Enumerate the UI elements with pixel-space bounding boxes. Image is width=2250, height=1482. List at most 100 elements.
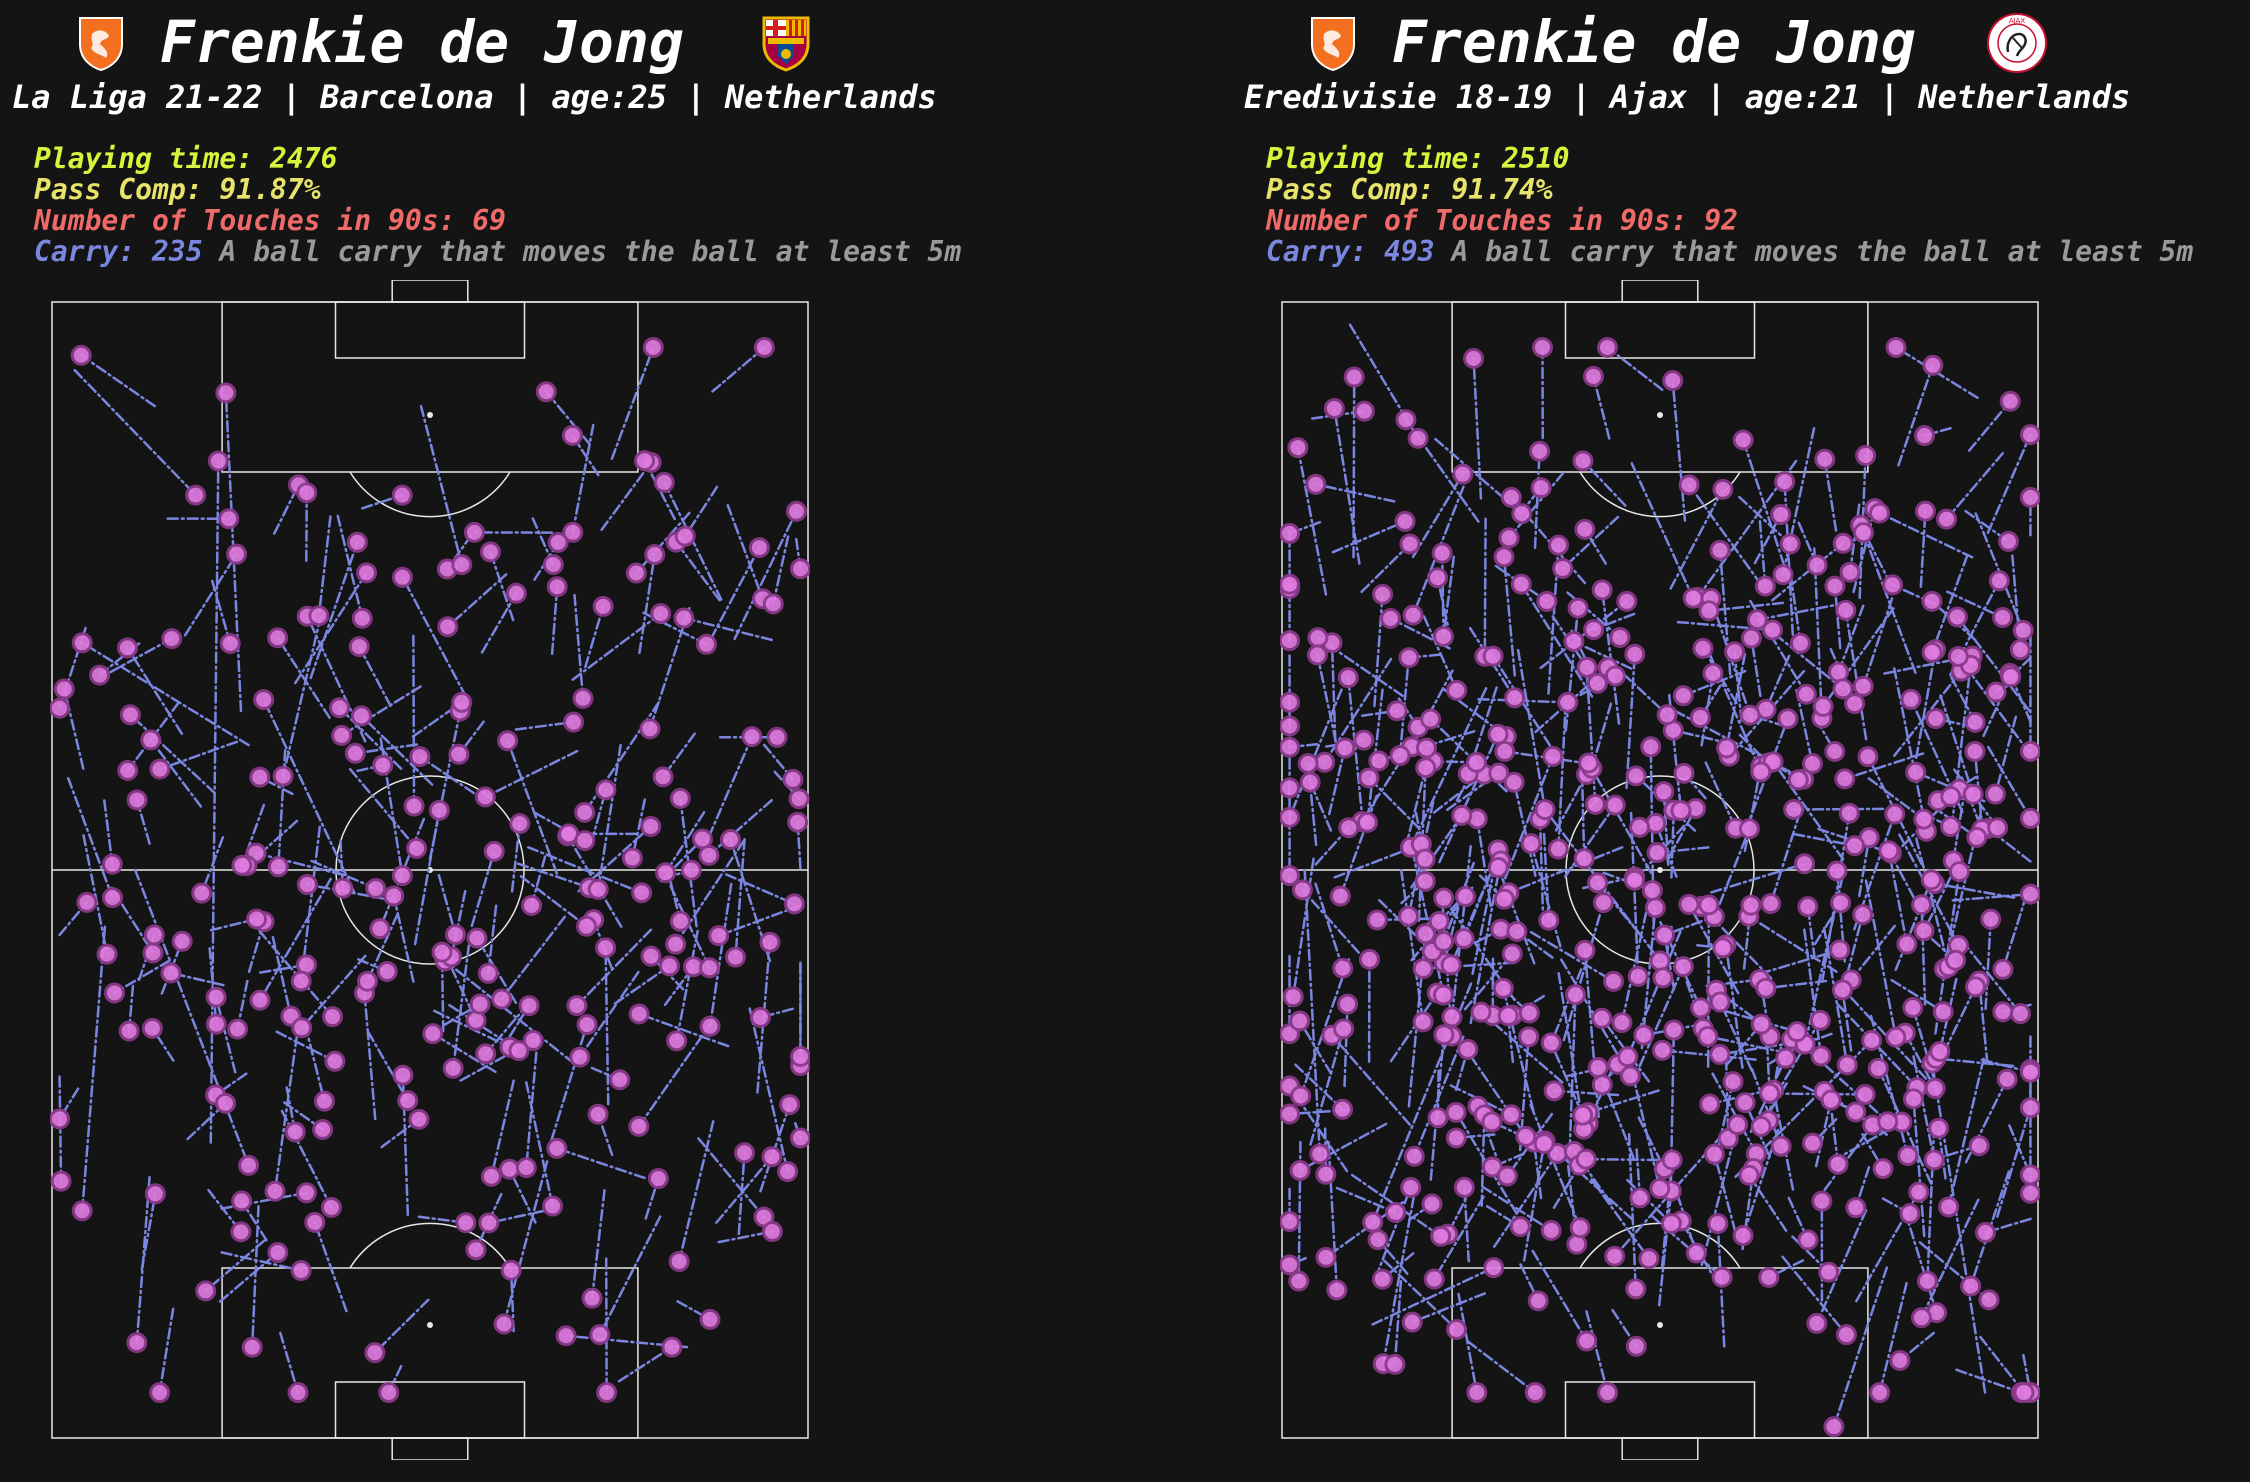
carry-end-point <box>1806 554 1828 576</box>
carry-end-point <box>1384 1353 1406 1375</box>
carry-end-point <box>1692 637 1714 659</box>
carry-end-point <box>1305 473 1327 495</box>
carry-end-point <box>392 1064 414 1086</box>
carry-line <box>428 709 462 860</box>
carry-end-point <box>708 925 730 947</box>
carry-line <box>285 1086 297 1134</box>
carry-line <box>1832 1266 1889 1428</box>
carry-end-point <box>1603 970 1625 992</box>
carry-end-point <box>669 910 691 932</box>
carry-end-point <box>1910 1307 1932 1329</box>
carry-end-point <box>666 1030 688 1052</box>
carry-line <box>336 514 364 620</box>
carry-end-point <box>1372 583 1394 605</box>
carry-end-point <box>2000 666 2022 688</box>
carry-end-point <box>595 937 617 959</box>
carry-end-point <box>625 562 647 584</box>
carry-end-point <box>1689 706 1711 728</box>
carry-line <box>1455 1133 1496 1140</box>
carry-end-point <box>1698 894 1720 916</box>
carry-end-point <box>474 786 496 808</box>
carry-line <box>73 368 197 497</box>
carry-line <box>1986 433 2032 534</box>
carry-line <box>1792 832 1856 847</box>
carry-line <box>293 571 368 685</box>
carry-line <box>1771 542 1845 602</box>
goal-top <box>391 280 469 303</box>
carry-end-point <box>673 607 695 629</box>
carry-end-point <box>329 697 351 719</box>
carry-end-point <box>1398 647 1420 669</box>
carry-line <box>1520 582 1594 698</box>
pass-completion: Pass Comp: 91.74% <box>1266 173 1553 206</box>
carry-line <box>1792 807 1885 811</box>
carry-end-point <box>364 1342 386 1364</box>
carry-line <box>1327 746 1347 816</box>
carry-end-point <box>219 632 241 654</box>
carry-line <box>1858 454 1867 600</box>
carry-end-point <box>351 705 373 727</box>
carry-line <box>1930 554 1969 654</box>
carry-end-point <box>1309 1143 1331 1165</box>
carry-line <box>578 970 640 1059</box>
carry-line <box>510 822 522 893</box>
carry-end-point <box>1446 1318 1468 1340</box>
carry-line <box>1432 1195 1485 1281</box>
carry-line <box>1706 1035 1788 1055</box>
carry-end-point <box>1451 804 1473 826</box>
carry-end-point <box>431 941 453 963</box>
carry-end-point <box>1470 1001 1492 1023</box>
carry-line <box>590 1189 606 1300</box>
carry-line <box>208 947 218 1026</box>
carry-end-point <box>1629 1187 1651 1209</box>
carry-end-point <box>1999 390 2021 412</box>
panel-barcelona: Frenkie de Jong La Liga 21-22 | Barcelon… <box>12 8 961 1460</box>
carry-line <box>218 1251 280 1303</box>
carry-end-point <box>1861 1029 1883 1051</box>
carry-line <box>1327 1140 1339 1292</box>
carry-end-point <box>1307 627 1329 649</box>
carry-end-point <box>312 1118 334 1140</box>
carry-end-point <box>475 1043 497 1065</box>
carry-end-point <box>141 1017 163 1039</box>
carry-line <box>1600 588 1621 725</box>
goal-bottom <box>391 1437 469 1460</box>
carry-end-point <box>1487 723 1509 745</box>
centre-spot <box>1657 867 1663 873</box>
player-title: Frenkie de Jong <box>1392 8 1916 76</box>
pitch-barcelona <box>50 280 810 1460</box>
carry-end-point <box>1567 597 1589 619</box>
carry-end-point <box>1662 370 1684 392</box>
penalty-spot-bottom <box>1657 1322 1663 1328</box>
carry-line <box>1749 599 1808 696</box>
carry-end-point <box>140 729 162 751</box>
carry-end-point <box>1826 860 1848 882</box>
carry-end-point <box>1407 427 1429 449</box>
carry-end-point <box>463 521 485 543</box>
carry-end-point <box>535 381 557 403</box>
carry-line <box>711 346 766 393</box>
carry-line <box>762 743 795 781</box>
carry-line <box>1867 777 1925 821</box>
carry-end-point <box>1427 567 1449 589</box>
carry-end-point <box>1518 1026 1540 1048</box>
carry-end-point <box>50 1108 71 1130</box>
carry-end-point <box>1540 1219 1562 1241</box>
carry-end-point <box>1624 869 1646 891</box>
svg-text:AJAX: AJAX <box>2009 17 2026 25</box>
carry-line <box>1813 547 1824 720</box>
carry-description: A ball carry that moves the ball at leas… <box>1451 235 2194 268</box>
carry-end-point <box>753 336 775 358</box>
carry-line <box>363 991 377 1121</box>
carry-line <box>480 592 518 654</box>
carry-line <box>1767 1259 1805 1279</box>
carry-end-point <box>1583 619 1605 641</box>
carry-line <box>1920 1198 1980 1319</box>
carry-end-point <box>1289 1159 1311 1181</box>
carry-end-point <box>699 1015 721 1037</box>
six-yard-box-bottom <box>334 1381 526 1439</box>
carry-end-point <box>89 664 111 686</box>
carry-line <box>1561 515 1620 570</box>
carry-end-point <box>1629 816 1651 838</box>
carry-line <box>1758 520 1767 588</box>
